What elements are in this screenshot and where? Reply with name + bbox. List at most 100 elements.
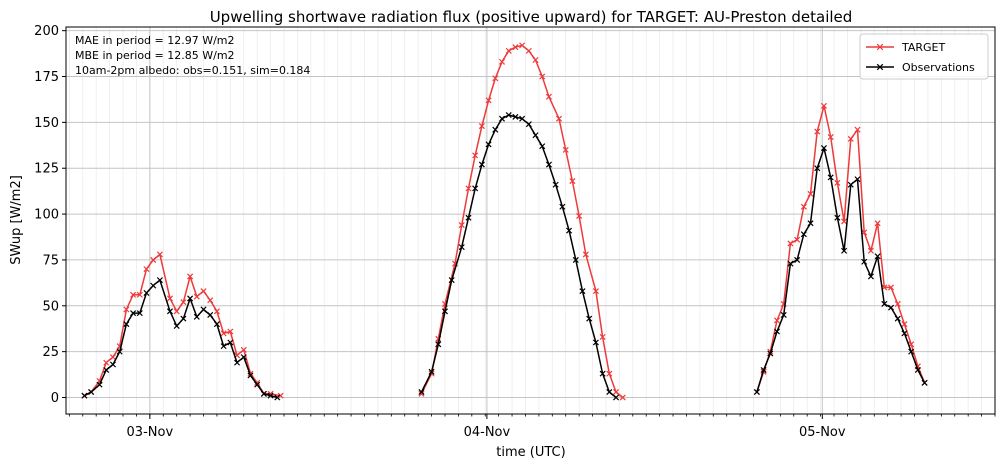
data-point-observations xyxy=(435,341,442,348)
data-point-target xyxy=(458,222,465,229)
data-point-target xyxy=(867,247,874,254)
data-point-observations xyxy=(539,143,546,150)
data-point-observations xyxy=(787,260,794,267)
data-point-observations xyxy=(867,273,874,280)
legend: TARGET Observations xyxy=(859,33,989,80)
data-point-observations xyxy=(254,381,261,388)
data-point-observations xyxy=(441,308,449,315)
data-point-observations xyxy=(173,322,180,329)
data-point-observations xyxy=(545,161,552,168)
data-point-target xyxy=(606,370,613,377)
x-axis-ticks: 03-Nov 04-Nov 05-Nov xyxy=(68,414,996,440)
data-point-observations xyxy=(894,315,901,322)
data-point-target xyxy=(619,394,626,401)
data-point-target xyxy=(173,308,180,315)
data-point-observations xyxy=(213,321,220,328)
data-point-target xyxy=(505,47,512,54)
data-point-target xyxy=(827,134,834,141)
data-point-target xyxy=(478,123,485,130)
data-point-observations xyxy=(760,366,767,374)
y-tick-label: 100 xyxy=(34,208,59,223)
data-point-observations xyxy=(207,311,214,318)
data-point-target xyxy=(193,293,200,300)
data-point-observations xyxy=(472,185,479,192)
data-point-target xyxy=(465,185,472,192)
data-point-target xyxy=(220,330,227,337)
data-point-observations xyxy=(123,321,130,328)
data-point-target xyxy=(854,126,861,133)
data-point-observations xyxy=(861,258,868,265)
data-point-target xyxy=(227,328,234,335)
data-point-observations xyxy=(103,366,110,374)
annotation-mae: MAE in period = 12.97 W/m2 xyxy=(75,34,235,47)
data-point-target xyxy=(773,317,781,324)
data-point-observations xyxy=(874,253,881,260)
data-point-observations xyxy=(794,256,801,263)
y-tick-label: 25 xyxy=(42,345,59,360)
data-point-observations xyxy=(599,370,606,377)
data-point-observations xyxy=(586,315,593,322)
legend-label-observations: Observations xyxy=(902,61,975,74)
data-point-observations xyxy=(914,366,921,374)
data-point-target xyxy=(277,392,284,399)
data-point-target xyxy=(612,388,620,396)
data-point-observations xyxy=(881,300,888,307)
data-point-observations xyxy=(800,231,807,238)
data-point-target xyxy=(240,346,247,353)
data-point-target xyxy=(888,284,895,291)
data-point-observations xyxy=(485,141,492,148)
data-point-target xyxy=(576,212,583,219)
data-point-target xyxy=(874,220,881,227)
data-point-observations xyxy=(519,115,526,122)
series-line-target xyxy=(756,105,926,393)
data-point-observations xyxy=(780,311,787,318)
data-point-observations xyxy=(505,112,512,119)
data-point-target xyxy=(894,300,901,307)
data-point-target xyxy=(562,146,569,153)
data-point-observations xyxy=(498,115,506,122)
data-point-observations xyxy=(227,339,234,346)
data-point-observations xyxy=(130,310,137,317)
data-point-observations xyxy=(492,126,499,133)
data-point-target xyxy=(545,93,552,100)
data-point-observations xyxy=(247,372,254,379)
data-point-target xyxy=(143,266,150,273)
data-point-target xyxy=(814,128,821,135)
data-point-target xyxy=(834,179,841,186)
data-point-target xyxy=(492,75,499,82)
data-point-observations xyxy=(220,343,227,350)
legend-label-target: TARGET xyxy=(901,41,946,54)
y-tick-label: 175 xyxy=(34,70,59,85)
series-observations xyxy=(81,112,928,401)
series-layer xyxy=(81,42,928,401)
data-point-observations xyxy=(180,315,187,322)
data-point-observations xyxy=(841,247,848,254)
data-point-observations xyxy=(109,361,116,368)
data-point-target xyxy=(156,251,163,258)
data-point-target xyxy=(532,56,539,64)
data-point-observations xyxy=(166,308,173,315)
legend-marker-target xyxy=(876,43,884,51)
data-point-observations xyxy=(559,203,566,210)
data-point-observations xyxy=(814,165,821,172)
data-point-target xyxy=(166,295,173,302)
data-point-observations xyxy=(156,277,163,284)
data-point-observations xyxy=(552,181,559,188)
data-point-observations xyxy=(908,348,915,355)
data-point-observations xyxy=(592,339,599,346)
major-grid xyxy=(66,27,995,414)
data-point-observations xyxy=(81,392,88,399)
data-point-observations xyxy=(274,394,281,401)
data-point-observations xyxy=(525,121,532,128)
data-point-target xyxy=(213,308,220,315)
y-tick-label: 50 xyxy=(42,299,59,314)
data-point-target xyxy=(200,288,207,295)
y-axis-label: SWup [W/m2] xyxy=(9,175,24,265)
data-point-observations xyxy=(834,214,841,221)
y-axis-ticks: 0 25 50 75 100 125 150 175 200 xyxy=(34,24,66,406)
data-point-observations xyxy=(448,277,455,284)
y-tick-label: 150 xyxy=(34,116,59,131)
x-tick-label: 03-Nov xyxy=(127,425,174,440)
